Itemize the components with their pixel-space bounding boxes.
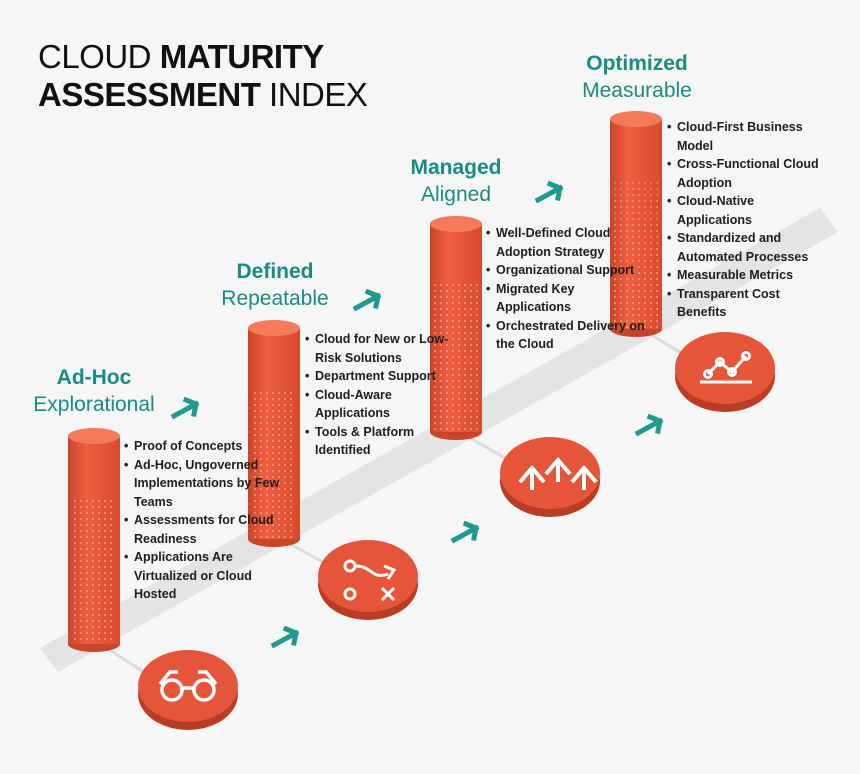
icon-arrows-up	[518, 456, 598, 490]
level-label: Managed Aligned	[356, 154, 556, 208]
disc	[318, 540, 418, 620]
title-line-2: ASSESSMENT INDEX	[38, 76, 368, 114]
bullet-list: Cloud-First Business ModelCross-Function…	[667, 118, 832, 322]
level-subtitle: Aligned	[420, 183, 492, 206]
level-label: Defined Repeatable	[175, 258, 375, 312]
bullet: Cross-Functional Cloud Adoption	[667, 155, 832, 192]
bullet-list: Well-Defined Cloud Adoption StrategyOrga…	[486, 224, 646, 354]
bullet: Applications Are Virtualized or Cloud Ho…	[124, 548, 284, 604]
disc	[675, 332, 775, 412]
disc-face	[138, 650, 238, 722]
level-name: Managed	[410, 156, 502, 179]
bullet: Cloud-Native Applications	[667, 192, 832, 229]
bullet-list: Proof of ConceptsAd-Hoc, Ungoverned Impl…	[124, 437, 284, 604]
level-label: Ad-Hoc Explorational	[0, 364, 194, 418]
title-line-1: CLOUD MATURITY	[38, 38, 324, 76]
disc-face	[318, 540, 418, 612]
bullet: Assessments for Cloud Readiness	[124, 511, 284, 548]
disc	[500, 437, 600, 517]
level-name: Optimized	[586, 52, 688, 75]
level-subtitle: Measurable	[582, 79, 692, 102]
title-bold: MATURITY	[159, 38, 325, 75]
cylinder-top	[610, 111, 662, 127]
cylinder	[248, 320, 300, 547]
cylinder-top	[248, 320, 300, 336]
level-label: Optimized Measurable	[537, 50, 737, 104]
icon-binoculars	[158, 670, 218, 702]
bullet: Cloud-Aware Applications	[305, 386, 465, 423]
level-name: Ad-Hoc	[56, 366, 132, 389]
bullet: Transparent Cost Benefits	[667, 285, 832, 322]
bullet: Proof of Concepts	[124, 437, 284, 456]
cylinder-dots	[72, 496, 116, 644]
disc-face	[500, 437, 600, 509]
bullet: Tools & Platform Identified	[305, 423, 465, 460]
cylinder-top	[430, 216, 482, 232]
bullet: Migrated Key Applications	[486, 280, 646, 317]
bullet: Standardized and Automated Processes	[667, 229, 832, 266]
bullet: Cloud-First Business Model	[667, 118, 832, 155]
icon-metrics	[700, 351, 752, 384]
icon-strategy	[343, 559, 397, 602]
cylinder-top	[68, 428, 120, 444]
level-subtitle: Repeatable	[221, 287, 329, 310]
bullet: Well-Defined Cloud Adoption Strategy	[486, 224, 646, 261]
bullet: Department Support	[305, 367, 465, 386]
disc	[138, 650, 238, 730]
bullet: Organizational Support	[486, 261, 646, 280]
title-light: CLOUD	[38, 38, 152, 75]
cylinder	[68, 428, 120, 652]
bullet: Cloud for New or Low-Risk Solutions	[305, 330, 465, 367]
title-bold: ASSESSMENT	[38, 76, 261, 113]
bullet: Ad-Hoc, Ungoverned Implementations by Fe…	[124, 456, 284, 512]
bullet: Measurable Metrics	[667, 266, 832, 285]
bullet: Orchestrated Delivery on the Cloud	[486, 317, 646, 354]
level-subtitle: Explorational	[33, 393, 155, 416]
title-light: INDEX	[269, 76, 368, 113]
bullet-list: Cloud for New or Low-Risk SolutionsDepar…	[305, 330, 465, 460]
level-name: Defined	[236, 260, 314, 283]
